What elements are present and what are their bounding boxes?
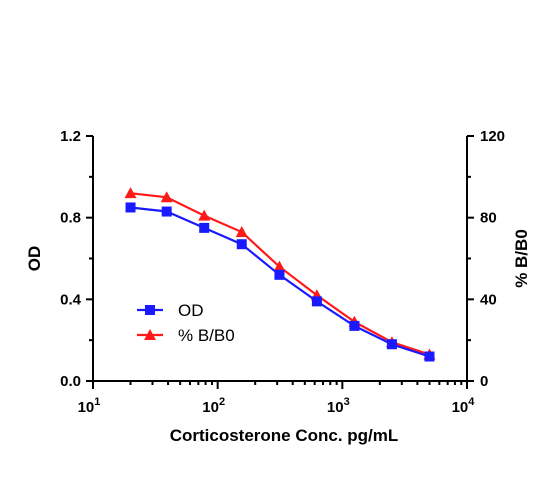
y-tick-label-right: 0 [480,373,488,390]
series-layer [124,187,436,362]
data-point [236,239,247,250]
y-tick-label-left: 0.4 [60,291,82,308]
y-tick-label-right: 120 [480,128,505,145]
data-point [424,351,435,362]
data-point [199,222,210,233]
y-tick-label-left: 0.0 [60,373,81,390]
legend-label: OD [178,301,204,320]
axes: 0.0 0.4 0.8 1.2 0 40 80 120 101 102 103 104 Corticos… [25,128,531,445]
data-point [311,296,322,307]
legend-marker [144,329,156,340]
data-point [274,269,285,280]
legend-marker [145,305,155,315]
series-line [130,206,430,358]
legend-label: % B/B0 [178,326,235,345]
x-tick-label: 103 [327,396,350,416]
y-tick-label-left: 0.8 [60,210,81,227]
data-point [235,225,248,237]
legend: OD % B/B0 [137,301,235,345]
y-tick-label-right: 40 [480,291,497,308]
legend-item: OD [137,301,204,320]
y-axis-title-left: OD [25,246,44,272]
x-tick-label: 101 [78,396,101,416]
x-tick-label: 102 [202,396,225,416]
y-axis-title-right: % B/B0 [512,229,531,288]
data-point [161,206,172,217]
data-point [125,202,136,213]
data-point [124,187,137,199]
data-point [273,260,286,272]
y-tick-label-left: 1.2 [60,128,81,145]
series-od [125,202,435,362]
data-point [160,191,173,203]
x-axis-title: Corticosterone Conc. pg/mL [170,426,399,445]
data-point [386,339,397,350]
x-tick-label: 104 [452,396,476,416]
legend-item: % B/B0 [137,326,235,345]
data-point [198,209,211,221]
data-point [349,320,360,331]
y-tick-label-right: 80 [480,210,497,227]
